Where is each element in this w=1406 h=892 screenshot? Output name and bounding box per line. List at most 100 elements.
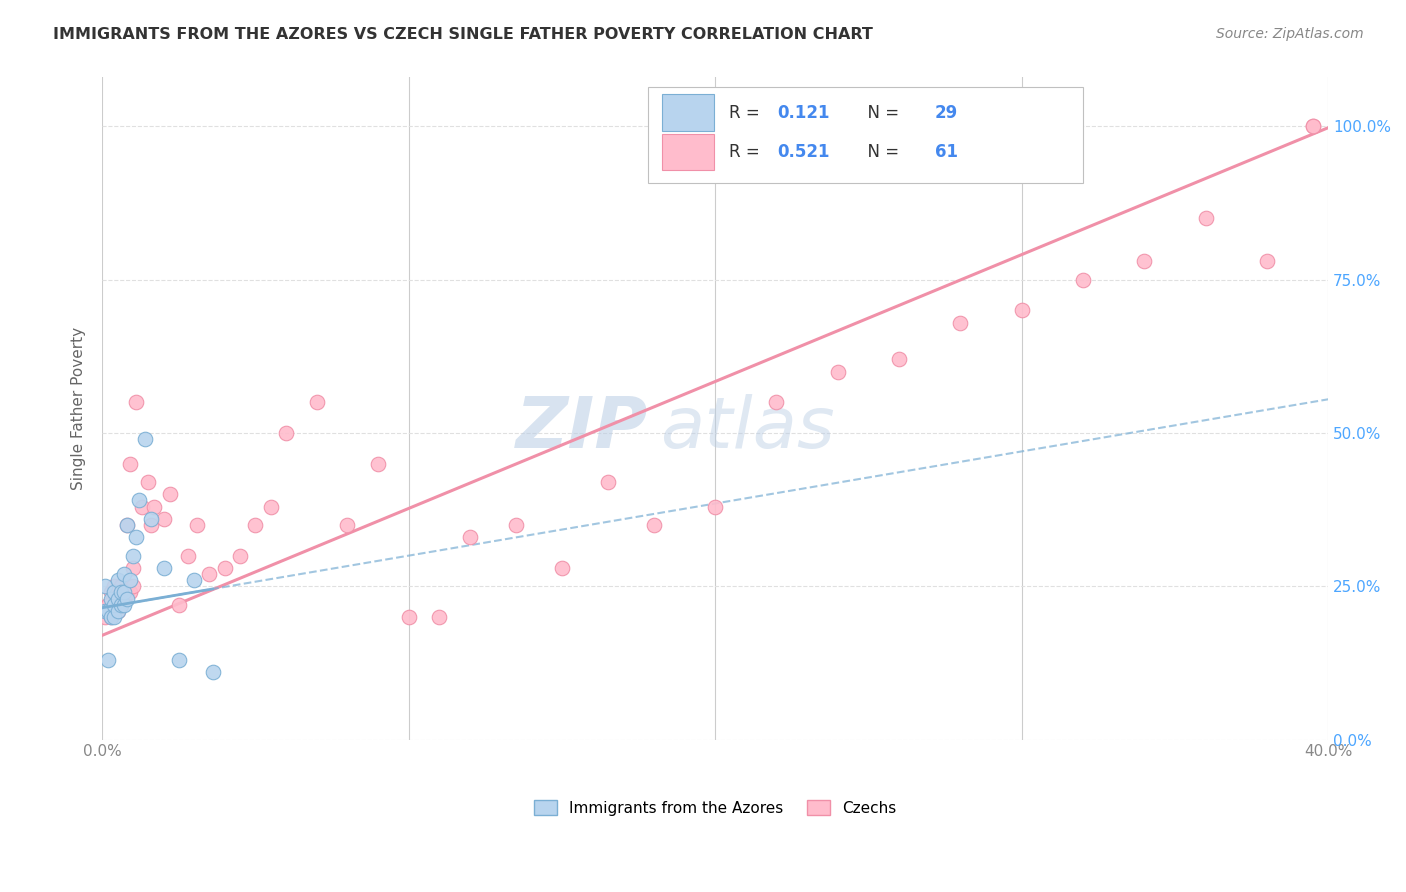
Point bbox=[1302, 120, 1324, 134]
Point bbox=[100, 610, 122, 624]
Point bbox=[274, 425, 297, 440]
Point bbox=[458, 530, 481, 544]
Point bbox=[186, 518, 208, 533]
Point bbox=[305, 395, 328, 409]
Point bbox=[198, 567, 221, 582]
Point bbox=[1302, 120, 1324, 134]
Point bbox=[110, 598, 132, 612]
Point bbox=[97, 604, 120, 618]
Point bbox=[110, 585, 132, 599]
Point bbox=[128, 493, 150, 508]
Point bbox=[107, 591, 129, 606]
Point bbox=[112, 591, 135, 606]
FancyBboxPatch shape bbox=[648, 87, 1083, 184]
Point bbox=[100, 585, 122, 599]
Point bbox=[143, 500, 166, 514]
Point bbox=[141, 512, 163, 526]
Point bbox=[427, 610, 450, 624]
Text: R =: R = bbox=[728, 144, 765, 161]
Text: 0.521: 0.521 bbox=[778, 144, 830, 161]
Point bbox=[167, 653, 190, 667]
Legend: Immigrants from the Azores, Czechs: Immigrants from the Azores, Czechs bbox=[529, 794, 903, 822]
Point bbox=[551, 561, 574, 575]
Point bbox=[103, 579, 125, 593]
Point bbox=[121, 579, 143, 593]
Point bbox=[115, 585, 138, 599]
Y-axis label: Single Father Poverty: Single Father Poverty bbox=[72, 327, 86, 490]
Text: atlas: atlas bbox=[659, 394, 835, 463]
Point bbox=[229, 549, 252, 563]
Point bbox=[94, 610, 117, 624]
Point bbox=[112, 567, 135, 582]
FancyBboxPatch shape bbox=[662, 95, 714, 131]
Point bbox=[827, 365, 849, 379]
Point bbox=[100, 591, 122, 606]
Point bbox=[97, 598, 120, 612]
Point bbox=[110, 585, 132, 599]
Point bbox=[141, 518, 163, 533]
Point bbox=[107, 591, 129, 606]
Point bbox=[704, 500, 727, 514]
Point bbox=[100, 604, 122, 618]
Point bbox=[1194, 211, 1216, 226]
Point bbox=[159, 487, 181, 501]
Point bbox=[107, 604, 129, 618]
Point bbox=[107, 585, 129, 599]
Text: Source: ZipAtlas.com: Source: ZipAtlas.com bbox=[1216, 27, 1364, 41]
Point bbox=[260, 500, 283, 514]
Text: 61: 61 bbox=[935, 144, 957, 161]
Point bbox=[1071, 273, 1094, 287]
Point bbox=[103, 585, 125, 599]
Point bbox=[112, 591, 135, 606]
Point bbox=[100, 610, 122, 624]
Point bbox=[94, 579, 117, 593]
Point bbox=[94, 604, 117, 618]
Point bbox=[214, 561, 236, 575]
Point bbox=[367, 457, 389, 471]
Point bbox=[336, 518, 359, 533]
Point bbox=[201, 665, 224, 679]
Point bbox=[596, 475, 619, 489]
Point bbox=[505, 518, 527, 533]
Point bbox=[125, 530, 148, 544]
Point bbox=[118, 573, 141, 587]
Point bbox=[118, 457, 141, 471]
Text: 29: 29 bbox=[935, 103, 957, 121]
Point bbox=[115, 518, 138, 533]
Point bbox=[887, 352, 910, 367]
Point bbox=[121, 549, 143, 563]
Point bbox=[643, 518, 665, 533]
Point bbox=[115, 518, 138, 533]
Point bbox=[167, 598, 190, 612]
Point bbox=[121, 561, 143, 575]
Point bbox=[245, 518, 267, 533]
Text: N =: N = bbox=[858, 144, 904, 161]
Point bbox=[125, 395, 148, 409]
Point bbox=[152, 561, 174, 575]
Point bbox=[1133, 254, 1156, 268]
Text: 0.121: 0.121 bbox=[778, 103, 830, 121]
Point bbox=[177, 549, 200, 563]
Point bbox=[136, 475, 159, 489]
Point bbox=[103, 585, 125, 599]
Point bbox=[103, 610, 125, 624]
Point bbox=[107, 604, 129, 618]
Point bbox=[110, 598, 132, 612]
Point bbox=[183, 573, 205, 587]
Point bbox=[110, 579, 132, 593]
Point bbox=[1011, 303, 1033, 318]
Point bbox=[115, 591, 138, 606]
FancyBboxPatch shape bbox=[662, 134, 714, 170]
Point bbox=[112, 598, 135, 612]
Point bbox=[112, 585, 135, 599]
Point bbox=[1256, 254, 1278, 268]
Point bbox=[103, 598, 125, 612]
Point bbox=[103, 598, 125, 612]
Point bbox=[131, 500, 153, 514]
Point bbox=[398, 610, 420, 624]
Point bbox=[107, 573, 129, 587]
Point bbox=[97, 653, 120, 667]
Point bbox=[765, 395, 787, 409]
Point bbox=[118, 585, 141, 599]
Text: ZIP: ZIP bbox=[516, 394, 648, 463]
